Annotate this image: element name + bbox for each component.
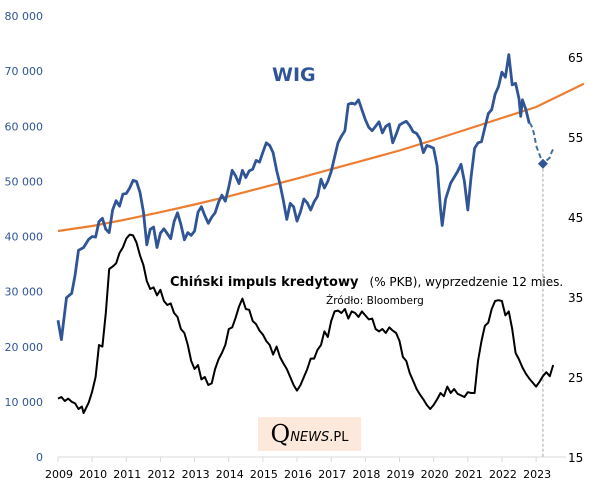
y-right-tick-label: 55	[568, 131, 583, 145]
x-tick-label: 2013	[182, 468, 210, 481]
x-tick-label: 2022	[489, 468, 517, 481]
series-line-credit-impulse	[57, 233, 555, 414]
qnews-logo: Q NEWS .PL	[258, 417, 361, 451]
x-tick-label: 2018	[352, 468, 380, 481]
y-left-tick-label: 40 000	[5, 231, 44, 244]
impuls-annotation-normal: (% PKB), wyprzedzenie 12 mies.	[370, 275, 564, 289]
y-right-tick-labels: 15 25 35 45 55 65	[568, 51, 583, 465]
x-tick-label: 2021	[455, 468, 483, 481]
impuls-annotation: Chiński impuls kredytowy (% PKB), wyprze…	[170, 271, 563, 290]
x-tick-label: 2010	[79, 468, 107, 481]
x-tick-label: 2019	[387, 468, 415, 481]
x-tick-label: 2023	[523, 468, 551, 481]
logo-pl: .PL	[329, 429, 349, 445]
impuls-annotation-bold: Chiński impuls kredytowy	[170, 275, 359, 290]
x-tick-label: 2017	[318, 468, 346, 481]
x-tick-label: 2012	[147, 468, 175, 481]
x-tick-label: 2011	[113, 468, 141, 481]
x-tick-label: 2014	[216, 468, 244, 481]
source-label: Źródło: Bloomberg	[326, 294, 424, 307]
y-right-tick-label: 35	[568, 291, 583, 305]
y-right-tick-label: 65	[568, 51, 583, 65]
logo-news: NEWS	[290, 429, 330, 445]
y-left-tick-label: 50 000	[5, 175, 44, 188]
series-layer	[56, 53, 585, 457]
y-right-tick-label: 15	[568, 451, 583, 465]
x-tick-label: 2020	[421, 468, 449, 481]
y-left-tick-label: 30 000	[5, 286, 44, 299]
y-left-tick-label: 10 000	[5, 396, 44, 409]
y-right-tick-label: 45	[568, 211, 583, 225]
logo-q: Q	[270, 420, 291, 448]
y-left-tick-label: 20 000	[5, 341, 44, 354]
y-left-tick-label: 70 000	[5, 65, 44, 78]
y-left-tick-label: 0	[36, 451, 43, 464]
axes: 2009 2010 2011 2012 2013 2014 2015 2016 2017 2018…	[5, 10, 584, 481]
series-line-wig-trend	[57, 82, 585, 233]
x-tick-label: 2016	[284, 468, 312, 481]
y-left-tick-label: 60 000	[5, 120, 44, 133]
series-line-wig	[56, 53, 531, 341]
y-left-tick-labels: 0 10 000 20 000 30 000 40 000 50 000 60 000 70 …	[5, 10, 44, 464]
x-tick-label: 2009	[45, 468, 73, 481]
y-right-tick-label: 25	[568, 371, 583, 385]
x-tick-labels: 2009 2010 2011 2012 2013 2014 2015 2016 2017 2018…	[45, 468, 551, 481]
series-line-wig-forecast	[528, 122, 556, 166]
x-ticks	[57, 457, 571, 462]
x-tick-label: 2015	[250, 468, 278, 481]
forecast-marker	[537, 158, 548, 169]
y-left-tick-label: 80 000	[5, 10, 44, 23]
chart-title-wig: WIG	[272, 64, 316, 86]
